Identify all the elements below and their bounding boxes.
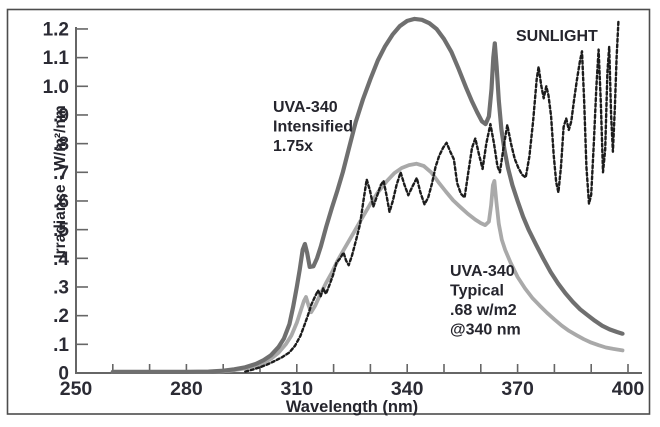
series-sunlight [244,20,620,373]
y-tick-label: .7 [53,163,69,184]
y-tick-label: 1.2 [43,19,69,40]
y-tick-label: .4 [53,249,69,270]
y-tick-label: .8 [53,134,69,155]
y-tick-label: .6 [53,191,69,212]
y-axis-title: Irradiance - W/m²/nm [52,105,69,258]
y-tick-label: .9 [53,105,69,126]
x-tick-label: 310 [281,378,314,400]
x-tick-label: 340 [391,378,424,400]
y-tick-label: 1.1 [43,48,70,69]
label-typical: UVA-340 Typical .68 w/m2 @340 nm [450,263,521,339]
x-tick-label: 280 [170,378,203,400]
series-uva340-typical [110,161,625,374]
label-sunlight: SUNLIGHT [516,28,598,45]
label-intensified: UVA-340 Intensified 1.75x [273,99,353,155]
figure-border [6,8,651,415]
x-axis-title: Wavelength (nm) [286,398,418,416]
y-tick-label: .1 [53,335,69,356]
x-tick-label: 400 [612,378,645,400]
series-uva340-intensified [110,16,625,374]
x-tick-label: 250 [60,378,93,400]
y-tick-label: .3 [53,277,69,298]
y-tick-label: .2 [53,306,69,327]
y-tick-label: 1.0 [43,77,69,98]
y-tick-label: .5 [53,220,69,241]
x-tick-label: 370 [501,378,534,400]
y-tick-label: 0 [58,364,69,385]
